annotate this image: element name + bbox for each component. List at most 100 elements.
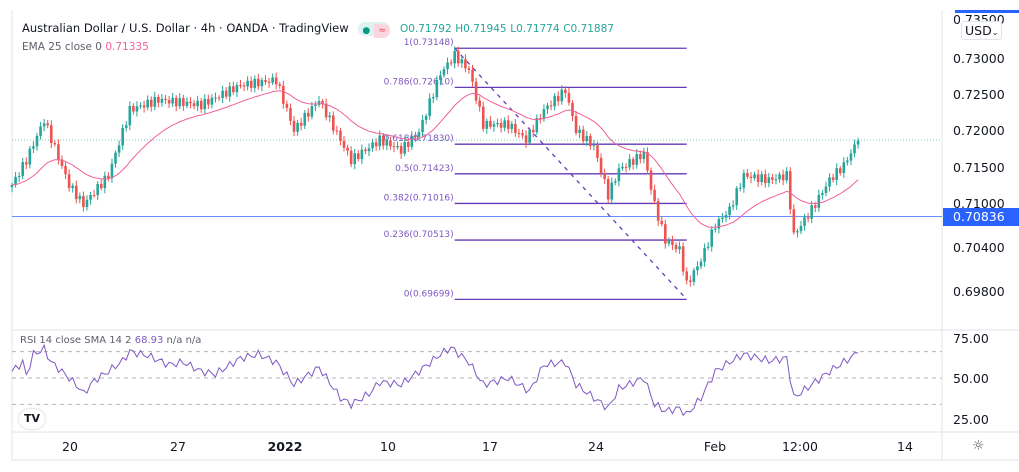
candle-body (813, 205, 817, 208)
candle-body (660, 220, 664, 225)
candle-body (610, 182, 614, 200)
candle-body (724, 215, 728, 218)
candle-body (460, 59, 464, 64)
candle-body (767, 177, 771, 184)
candle-body (489, 120, 492, 127)
candle-body (799, 225, 803, 232)
candle-body (831, 177, 835, 180)
candle-body (571, 102, 574, 117)
candle-body (713, 228, 717, 230)
candle-body (353, 153, 357, 165)
candle-body (624, 166, 628, 168)
candle-body (842, 162, 846, 174)
candle-body (178, 98, 182, 107)
rsi-tick: 75.00 (953, 331, 989, 346)
tradingview-logo[interactable]: TV (19, 409, 45, 429)
time-label: 10 (380, 439, 396, 454)
fib-level-label: 0.786(0.72610) (384, 77, 454, 87)
status-badge[interactable]: ● ≈ (358, 21, 391, 38)
candle-body (792, 209, 796, 233)
candle-body (381, 135, 385, 146)
symbol-title[interactable]: Australian Dollar / U.S. Dollar · 4h · O… (22, 21, 349, 35)
ohlc-low: L0.71774 (510, 23, 560, 35)
candle-body (339, 130, 342, 141)
candle-body (521, 133, 524, 136)
candle-body (403, 142, 406, 154)
ema-legend[interactable]: EMA 25 close 0 0.71335 (22, 41, 149, 53)
candle-body (24, 162, 28, 165)
candle-body (838, 168, 842, 174)
horizontal-line-price-label: 0.70836 (943, 208, 1019, 226)
candle-body (442, 69, 446, 76)
rsi-legend[interactable]: RSI 14 close SMA 14 2 68.93 n/a n/a (20, 335, 201, 346)
settings-gear-icon[interactable]: ☼ (972, 438, 985, 454)
candle-body (617, 168, 621, 182)
candle-body (689, 280, 692, 282)
candle-body (728, 206, 731, 216)
candle-body (385, 140, 389, 146)
rsi-tick: 50.00 (953, 371, 989, 386)
candle-body (392, 146, 396, 148)
candle-body (485, 120, 489, 129)
candle-body (671, 240, 674, 245)
candle-body (60, 159, 64, 167)
rsi-line (11, 343, 859, 417)
candle-body (642, 152, 646, 160)
candle-body (39, 126, 42, 136)
candle-body (71, 185, 74, 189)
candle-body (99, 183, 103, 189)
candle-body (649, 170, 653, 190)
candle-body (278, 84, 282, 86)
candle-body (242, 85, 246, 87)
candle-body (142, 105, 146, 108)
candle-body (128, 106, 132, 126)
candle-body (289, 107, 292, 121)
candle-body (228, 86, 232, 97)
candle-body (171, 97, 174, 104)
time-label: 20 (62, 439, 78, 454)
candle-body (585, 135, 589, 142)
candle-body (346, 147, 349, 151)
candle-body (17, 175, 21, 177)
candle-body (121, 127, 124, 146)
background (0, 0, 1019, 460)
candle-body (314, 104, 317, 107)
candle-body (364, 149, 367, 152)
candle-body (560, 89, 564, 102)
ema-label: EMA 25 close 0 (22, 41, 102, 53)
candle-body (449, 62, 453, 64)
market-open-dot-icon: ● (362, 25, 371, 36)
candle-body (464, 59, 467, 69)
currency-selector[interactable]: USD⌄ (961, 21, 1003, 40)
candle-body (264, 80, 267, 82)
candle-body (703, 247, 706, 262)
candle-body (417, 132, 421, 138)
candle-body (78, 195, 82, 200)
candle-body (321, 100, 324, 104)
candle-body (674, 244, 678, 250)
candle-body (174, 97, 178, 107)
candle-body (685, 271, 689, 281)
candle-body (788, 171, 792, 210)
candle-body (235, 85, 239, 93)
candle-body (710, 229, 714, 247)
candle-body (746, 173, 749, 177)
candle-body (221, 90, 224, 98)
candle-body (678, 246, 681, 250)
candle-body (574, 116, 578, 134)
approx-data-icon: ≈ (374, 23, 391, 38)
candle-body (424, 115, 428, 120)
candle-body (606, 179, 610, 200)
candle-body (835, 168, 838, 180)
candle-body (49, 125, 53, 143)
candle-body (535, 118, 539, 133)
candle-body (599, 157, 603, 174)
symbol-legend: Australian Dollar / U.S. Dollar · 4h · O… (22, 21, 614, 38)
candle-body (639, 154, 642, 160)
ema-line (11, 90, 859, 228)
candle-body (257, 78, 260, 87)
candle-body (771, 177, 774, 180)
candle-body (664, 224, 667, 244)
